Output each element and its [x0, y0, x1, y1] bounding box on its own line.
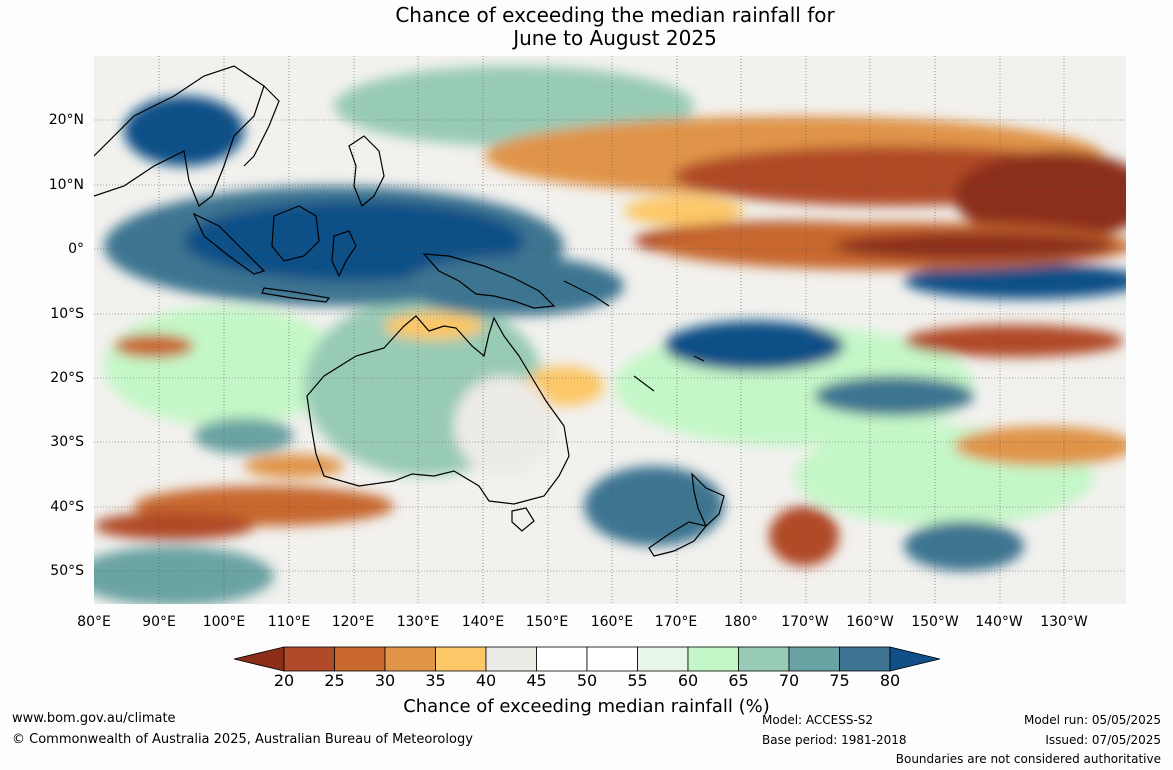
- lon-label-130e: 130°E: [396, 614, 440, 630]
- coastlines: [94, 65, 725, 557]
- lon-label-140e: 140°E: [461, 614, 505, 630]
- colorbar-swatch: [435, 646, 487, 672]
- colorbar-arrow-low: [233, 646, 285, 672]
- colorbar-swatch: [586, 646, 638, 672]
- title-line-2: June to August 2025: [513, 26, 717, 50]
- new-caledonia-coastline: [633, 375, 655, 392]
- southeast-asia-coastline: [94, 65, 265, 207]
- probability-field: [94, 66, 1126, 604]
- colorbar-legend: [233, 646, 941, 672]
- footer-base-period: Base period: 1981-2018: [762, 733, 907, 747]
- lon-label-100e: 100°E: [202, 614, 246, 630]
- lon-label-130w: 130°W: [1040, 614, 1088, 630]
- colorbar-swatch: [384, 646, 436, 672]
- legend-title: Chance of exceeding median rainfall (%): [403, 696, 770, 717]
- lat-label-20n: 20°N: [48, 112, 84, 128]
- fiji-coastline: [693, 355, 705, 362]
- colorbar-swatch: [788, 646, 840, 672]
- colorbar-tick-label: 30: [374, 671, 396, 690]
- solomon-islands-coastline: [563, 280, 610, 307]
- lon-label-120e: 120°E: [331, 614, 375, 630]
- lat-label-10s: 10°S: [50, 306, 84, 322]
- map-gridlines: [94, 56, 1126, 604]
- footer-model: Model: ACCESS-S2: [762, 713, 874, 727]
- lon-label-110e: 110°E: [267, 614, 311, 630]
- colorbar-tick-label: 25: [324, 671, 345, 690]
- lon-label-150e: 150°E: [525, 614, 569, 630]
- colorbar-tick-label: 75: [829, 671, 850, 690]
- colorbar-tick-label: 50: [576, 671, 598, 690]
- colorbar-tick-label: 60: [677, 671, 699, 690]
- tasmania-coastline: [511, 507, 535, 532]
- vietnam-coastline: [243, 85, 280, 167]
- lon-label-170w: 170°W: [781, 614, 829, 630]
- colorbar-tick-label: 70: [778, 671, 800, 690]
- colorbar-swatch: [738, 646, 790, 672]
- lat-label-40s: 40°S: [50, 499, 84, 515]
- lon-label-160e: 160°E: [590, 614, 634, 630]
- lat-label-50s: 50°S: [50, 563, 84, 579]
- new-zealand-south-coastline: [648, 521, 708, 557]
- lat-label-20s: 20°S: [50, 370, 84, 386]
- sumatra-coastline: [192, 212, 266, 275]
- colorbar-tick-label: 45: [526, 671, 547, 690]
- footer-disclaimer: Boundaries are not considered authoritat…: [895, 752, 1161, 766]
- new-zealand-north-coastline: [691, 472, 725, 528]
- lon-label-90e: 90°E: [142, 614, 176, 630]
- colorbar-tick-label: 65: [728, 671, 749, 690]
- lat-label-10n: 10°N: [48, 177, 84, 193]
- footer-model-run: Model run: 05/05/2025: [1023, 713, 1161, 727]
- rainfall-map: [94, 56, 1126, 604]
- colorbar-swatch: [839, 646, 891, 672]
- colorbar-swatch: [334, 646, 386, 672]
- footer-issued: Issued: 07/05/2025: [1045, 733, 1161, 747]
- footer-copyright: © Commonwealth of Australia 2025, Austra…: [12, 732, 473, 747]
- sulawesi-coastline: [331, 230, 357, 278]
- colorbar-tick-label: 20: [273, 671, 295, 690]
- rainfall-map-svg: [94, 56, 1126, 604]
- colorbar-swatch: [283, 646, 335, 672]
- borneo-coastline: [271, 205, 320, 262]
- colorbar-tick-label: 55: [627, 671, 648, 690]
- philippines-coastline: [348, 135, 385, 207]
- title-line-1: Chance of exceeding the median rainfall …: [395, 3, 835, 27]
- chart-title: Chance of exceeding the median rainfall …: [0, 4, 1173, 50]
- colorbar-tick-label: 40: [475, 671, 497, 690]
- colorbar-arrow-high: [889, 646, 941, 672]
- australia-coastline: [306, 315, 570, 505]
- colorbar-tick-label: 35: [425, 671, 446, 690]
- lon-label-80e: 80°E: [77, 614, 111, 630]
- colorbar-swatch: [687, 646, 739, 672]
- lon-label-170e: 170°E: [654, 614, 698, 630]
- colorbar-svg: [233, 646, 941, 672]
- colorbar-tick-label: 80: [879, 671, 901, 690]
- lon-label-150w: 150°W: [911, 614, 959, 630]
- footer-url: www.bom.gov.au/climate: [12, 711, 176, 726]
- lon-label-180: 180°: [724, 614, 758, 630]
- lon-label-160w: 160°W: [846, 614, 894, 630]
- java-coastline: [261, 287, 331, 303]
- lon-label-140w: 140°W: [975, 614, 1023, 630]
- colorbar-swatch: [637, 646, 689, 672]
- colorbar-swatch: [536, 646, 588, 672]
- new-guinea-coastline: [422, 253, 556, 309]
- colorbar-swatch: [485, 646, 537, 672]
- lat-label-0: 0°: [68, 241, 84, 257]
- lat-label-30s: 30°S: [50, 434, 84, 450]
